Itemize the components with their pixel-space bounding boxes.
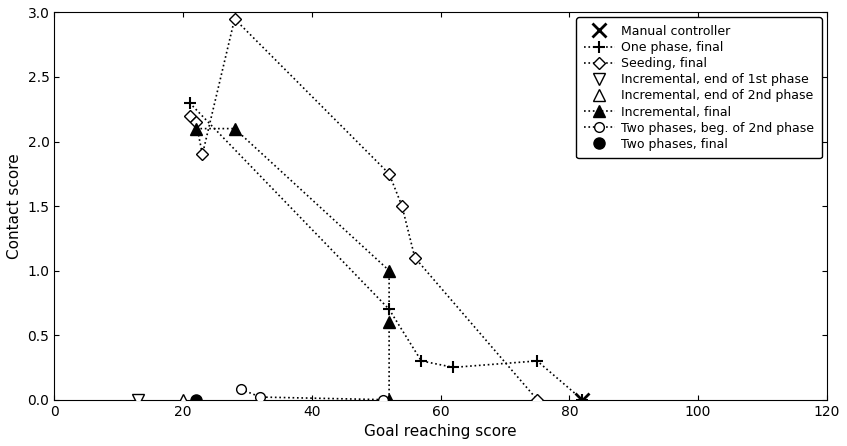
- Incremental, final: [384, 268, 394, 273]
- Seeding, final: [185, 113, 195, 118]
- One phase, final: [384, 306, 394, 312]
- Seeding, final: [197, 152, 208, 157]
- Line: Incremental, final: Incremental, final: [191, 123, 395, 405]
- Y-axis label: Contact score: Contact score: [7, 153, 22, 259]
- Incremental, final: [191, 126, 201, 131]
- X-axis label: Goal reaching score: Goal reaching score: [364, 424, 517, 439]
- Incremental, final: [230, 126, 240, 131]
- Line: One phase, final: One phase, final: [184, 97, 588, 405]
- Two phases, beg. of 2nd phase: [255, 394, 265, 400]
- Incremental, final: [384, 319, 394, 325]
- One phase, final: [577, 397, 587, 402]
- One phase, final: [448, 365, 458, 370]
- Two phases, beg. of 2nd phase: [378, 397, 388, 402]
- Legend: Manual controller, One phase, final, Seeding, final, Incremental, end of 1st pha: Manual controller, One phase, final, See…: [576, 17, 822, 158]
- Seeding, final: [397, 203, 407, 209]
- Two phases, beg. of 2nd phase: [236, 387, 246, 392]
- One phase, final: [416, 358, 426, 363]
- Seeding, final: [532, 397, 542, 402]
- Seeding, final: [410, 255, 420, 260]
- One phase, final: [532, 358, 542, 363]
- Seeding, final: [230, 16, 240, 21]
- Line: Seeding, final: Seeding, final: [185, 15, 541, 404]
- Incremental, final: [384, 397, 394, 402]
- Seeding, final: [384, 171, 394, 177]
- Seeding, final: [191, 120, 201, 125]
- One phase, final: [185, 100, 195, 105]
- Line: Two phases, beg. of 2nd phase: Two phases, beg. of 2nd phase: [236, 384, 388, 405]
